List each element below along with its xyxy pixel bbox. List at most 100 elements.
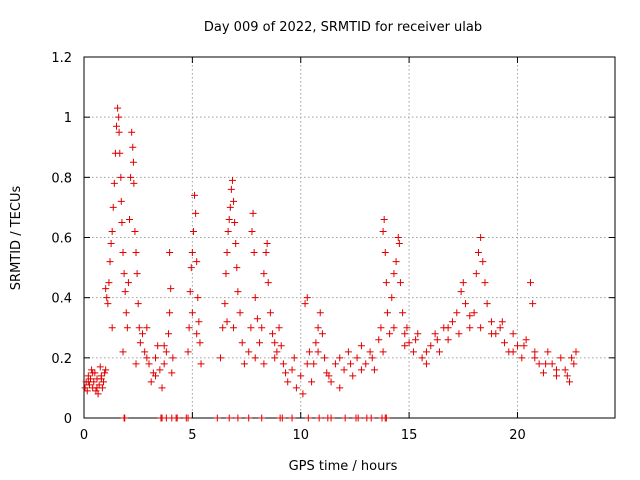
data-point [549,360,556,367]
data-point [135,300,142,307]
data-point [189,309,196,316]
data-point [473,270,480,277]
data-point [544,348,551,355]
data-point [245,348,252,355]
data-point [224,318,231,325]
data-point [189,249,196,256]
data-point [304,360,311,367]
y-tick-label: 1 [64,111,72,126]
data-point [198,360,205,367]
data-point [217,354,224,361]
data-point [289,366,296,373]
data-point [455,330,462,337]
data-point [572,348,579,355]
data-point [336,354,343,361]
data-point [319,330,326,337]
data-point [499,318,506,325]
data-point [254,315,261,322]
y-tick-label: 0.8 [51,171,72,186]
data-point [232,240,239,247]
data-point [190,228,197,235]
data-point [449,318,456,325]
data-point [154,342,161,349]
data-point [196,339,203,346]
data-point [427,342,434,349]
data-point [248,228,255,235]
x-tick-label: 20 [509,428,526,443]
data-point [278,342,285,349]
data-point [484,300,491,307]
data-point [263,249,270,256]
data-point [252,354,259,361]
x-tick-label: 10 [292,428,309,443]
data-point [401,330,408,337]
data-point [128,129,135,136]
data-point [137,339,144,346]
data-point [224,249,231,256]
x-tick-label: 5 [188,428,196,443]
data-point [531,348,538,355]
data-point [161,342,168,349]
data-point [241,360,248,367]
data-point [305,415,312,422]
data-point [520,342,527,349]
data-point [234,415,241,422]
data-point [221,300,228,307]
chart-title: Day 009 of 2022, SRMTID for receiver ula… [204,20,482,35]
data-point [306,348,313,355]
data-point [271,339,278,346]
data-point [453,309,460,316]
data-point [237,309,244,316]
data-point [308,378,315,385]
data-point [477,324,484,331]
data-point [460,279,467,286]
data-point [133,249,140,256]
data-point [122,288,129,295]
data-point [234,288,241,295]
data-point [445,336,452,343]
data-point [336,384,343,391]
data-point [434,336,441,343]
data-point [564,372,571,379]
data-point [481,279,488,286]
y-tick-label: 1.2 [51,51,72,66]
data-point [510,330,517,337]
data-point [267,309,274,316]
data-point [419,354,426,361]
data-point [256,339,263,346]
data-point [289,415,296,422]
data-point [423,360,430,367]
data-point [118,219,125,226]
data-point [523,336,530,343]
data-point [377,324,384,331]
data-point [226,415,233,422]
data-point [113,123,120,130]
data-point [397,279,404,286]
data-point [265,279,272,286]
y-tick-label: 0.4 [51,292,72,307]
x-tick-label: 15 [401,428,418,443]
data-point [349,372,356,379]
data-point [383,415,390,422]
data-point [291,354,298,361]
data-point [146,360,153,367]
data-point [341,366,348,373]
data-point [130,159,137,166]
data-point [101,369,108,376]
data-point [362,360,369,367]
data-point [312,339,319,346]
data-point [501,339,508,346]
data-point [384,309,391,316]
data-point [214,415,221,422]
data-point [479,258,486,265]
data-point [109,324,116,331]
data-point [86,381,93,388]
data-point [227,204,234,211]
data-point [260,270,267,277]
data-point [166,249,173,256]
data-point [186,324,193,331]
data-point [381,216,388,223]
data-point [229,177,236,184]
data-point [471,309,478,316]
data-point [124,324,131,331]
